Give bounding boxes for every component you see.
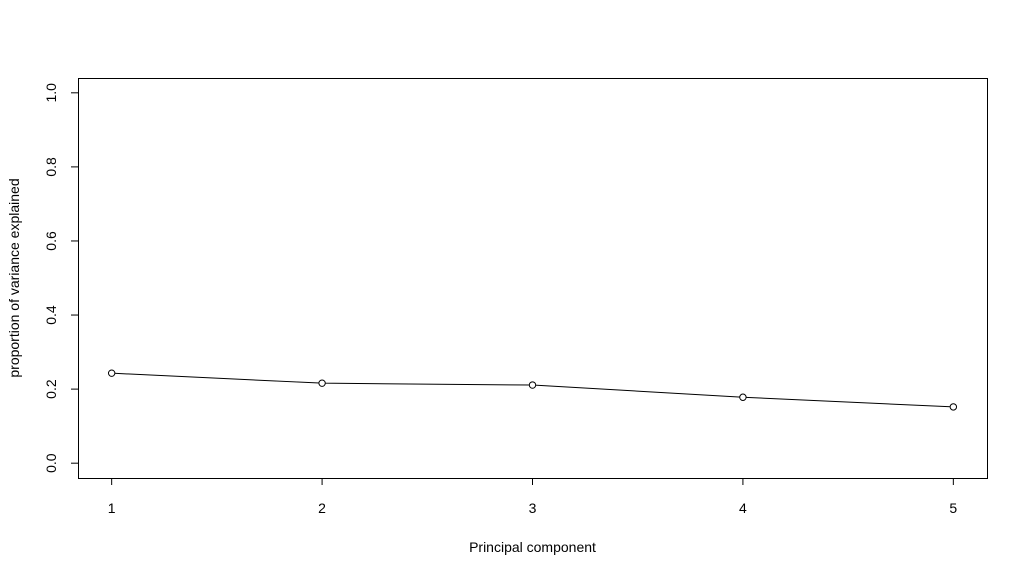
data-point bbox=[318, 379, 326, 387]
x-tick-label: 4 bbox=[739, 500, 747, 516]
x-tick-label: 1 bbox=[108, 500, 116, 516]
x-axis: 1 2 3 4 5 bbox=[108, 478, 957, 516]
x-tick-label: 2 bbox=[318, 500, 326, 516]
y-tick-label: 0.8 bbox=[43, 157, 59, 177]
y-axis: 0.0 0.2 0.4 0.6 0.8 1.0 bbox=[43, 83, 79, 473]
x-axis-title: Principal component bbox=[469, 539, 596, 555]
data-point bbox=[949, 403, 958, 411]
y-tick-label: 0.0 bbox=[43, 453, 59, 473]
data-points bbox=[107, 369, 958, 411]
data-point bbox=[107, 369, 116, 377]
y-tick-label: 0.6 bbox=[43, 231, 59, 251]
x-tick-label: 5 bbox=[949, 500, 957, 516]
y-tick-label: 0.2 bbox=[43, 379, 59, 399]
y-tick-label: 1.0 bbox=[43, 83, 59, 103]
data-point bbox=[528, 381, 537, 389]
x-tick-label: 3 bbox=[529, 500, 537, 516]
data-point bbox=[739, 393, 747, 401]
y-axis-title: proportion of variance explained bbox=[6, 178, 22, 377]
y-tick-label: 0.4 bbox=[43, 305, 59, 325]
